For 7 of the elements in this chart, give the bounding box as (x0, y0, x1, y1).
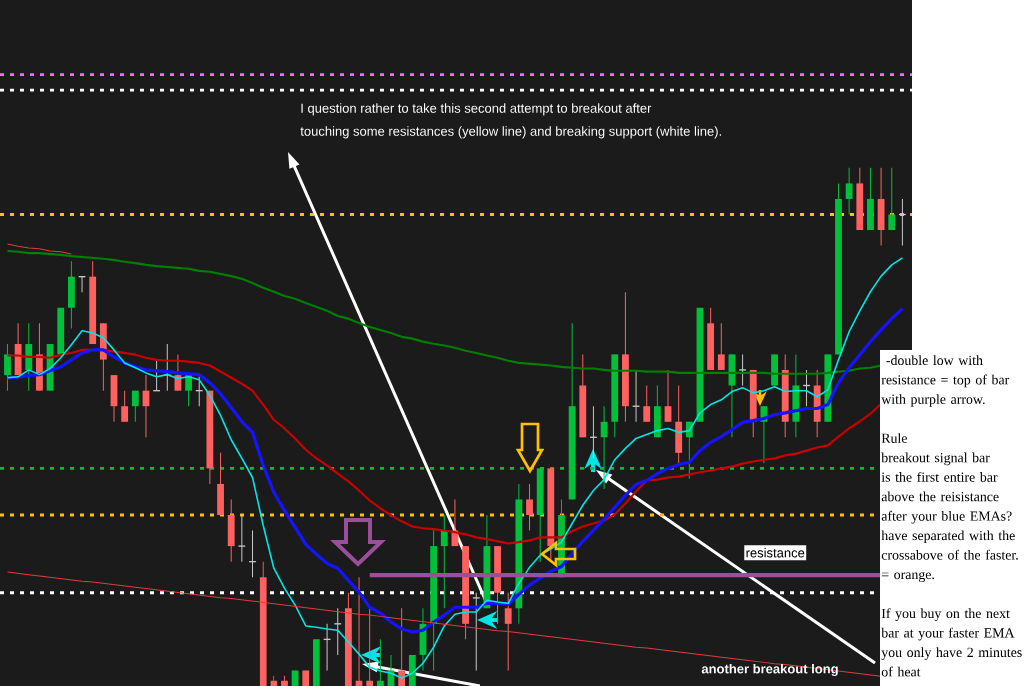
annotation: If you buy on the next bar at your faster EMA you only have 2 minutes of heat (881, 608, 1022, 677)
text: touching some resistances (yellow line) and breaking support (white line). (300, 126, 721, 139)
annotation: breakout signal bar is the first entire bar above the reisistance after your blue EMAs? have separated with the crossabove of the faster. = orange. (881, 452, 1018, 583)
annotation: -double low with resistance = top of bar with purple arrow. (881, 355, 1010, 407)
annotation: Rule (881, 433, 907, 443)
text: I question rather to take this second attempt to breakout after (301, 103, 652, 116)
annotation: resistance (746, 547, 805, 558)
